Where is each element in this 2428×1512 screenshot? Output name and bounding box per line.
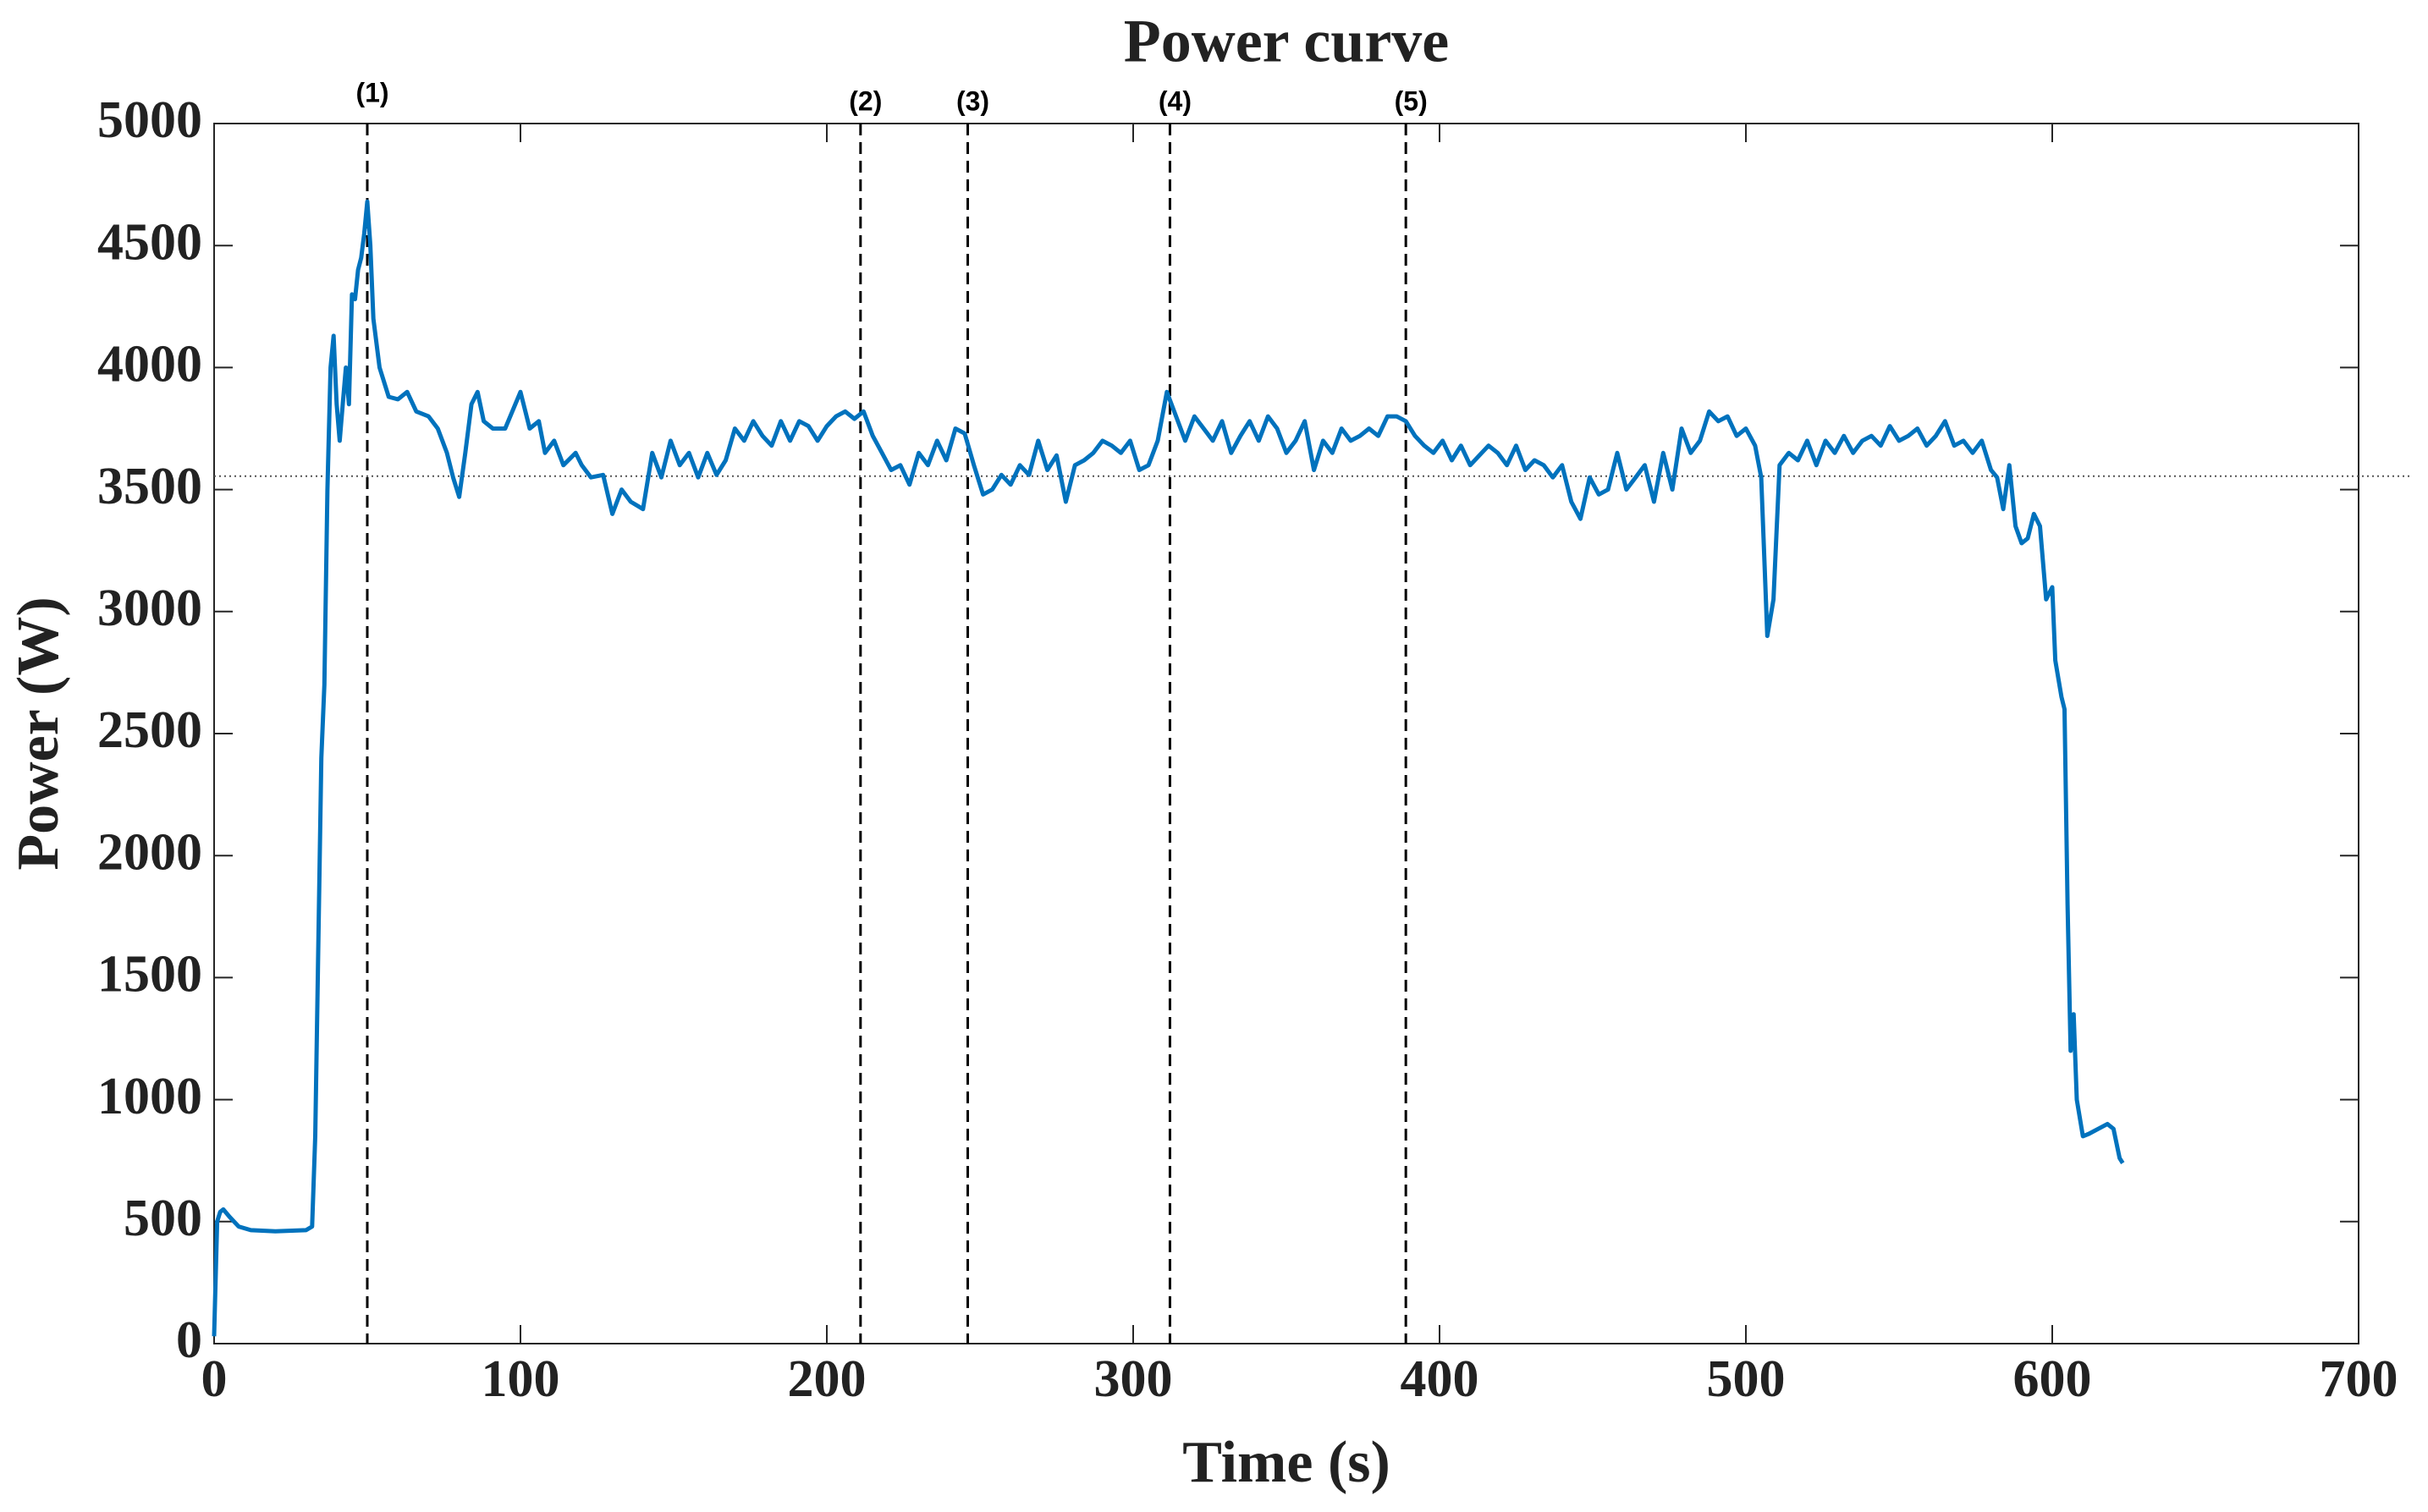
- x-tick-label: 300: [1094, 1350, 1173, 1408]
- y-tick-label: 1500: [97, 946, 202, 1003]
- y-tick-label: 3000: [97, 580, 202, 637]
- y-tick-label: 5000: [97, 91, 202, 149]
- x-axis-label: Time (s): [1182, 1430, 1390, 1495]
- y-axis-label: Power (W): [6, 597, 71, 870]
- event-label: (2): [849, 85, 882, 116]
- x-tick-label: 500: [1707, 1350, 1786, 1408]
- y-tick-label: 4000: [97, 336, 202, 393]
- y-tick-label: 2000: [97, 823, 202, 881]
- plot-frame: [213, 123, 2359, 1344]
- y-tick-label: 500: [124, 1190, 202, 1247]
- event-label: (5): [1395, 85, 1428, 116]
- x-tick-label: 100: [482, 1350, 560, 1408]
- y-tick-label: 3500: [97, 458, 202, 515]
- event-label: (1): [355, 77, 388, 107]
- event-label: (3): [956, 85, 989, 116]
- chart-title: Power curve: [1124, 8, 1450, 75]
- x-tick-label: 400: [1401, 1350, 1479, 1408]
- y-tick-label: 0: [176, 1311, 202, 1369]
- x-tick-label: 200: [788, 1350, 867, 1408]
- x-tick-label: 600: [2013, 1350, 2092, 1408]
- y-tick-label: 4500: [97, 213, 202, 271]
- x-tick-label: 700: [2320, 1350, 2398, 1408]
- event-label: (4): [1159, 85, 1192, 116]
- power-line: [212, 199, 2125, 1337]
- x-tick-label: 0: [201, 1350, 228, 1408]
- y-tick-label: 1000: [97, 1068, 202, 1125]
- y-tick-label: 2500: [97, 701, 202, 759]
